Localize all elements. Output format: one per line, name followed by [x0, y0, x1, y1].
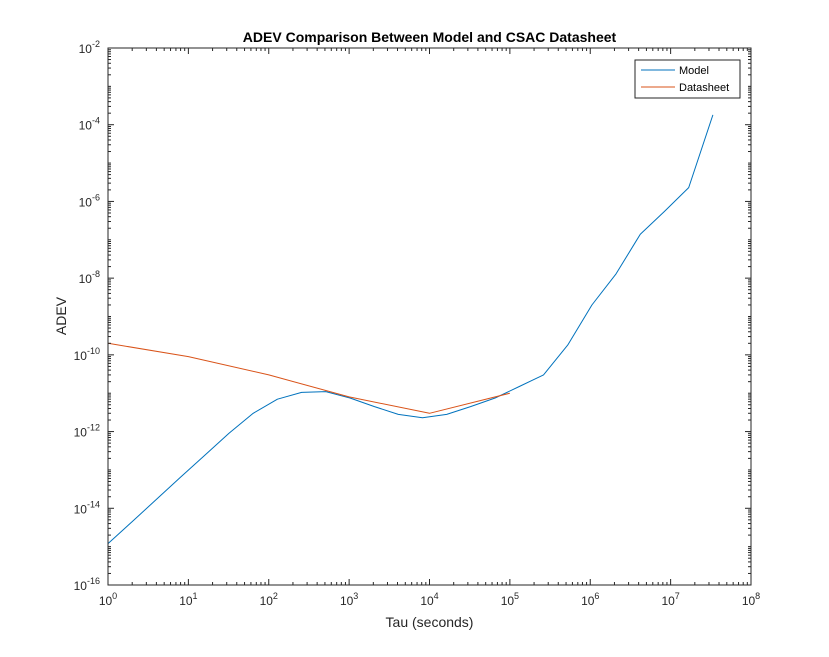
y-tick-exponent: -16: [87, 576, 100, 586]
y-tick-label: 10-6: [79, 192, 100, 209]
x-tick-exponent: 7: [675, 591, 680, 601]
x-tick-label: 102: [260, 591, 278, 608]
y-tick-base: 10: [79, 119, 93, 133]
x-tick-base: 10: [420, 594, 434, 608]
series-layer: [107, 114, 714, 544]
x-tick-exponent: 6: [594, 591, 599, 601]
legend-label-model: Model: [679, 65, 709, 77]
y-tick-label: 10-4: [79, 116, 100, 133]
x-tick-base: 10: [340, 594, 354, 608]
y-tick-exponent: -14: [87, 499, 100, 509]
x-tick-label: 100: [99, 591, 117, 608]
y-tick-base: 10: [74, 579, 88, 593]
x-tick-exponent: 3: [353, 591, 358, 601]
x-tick-label: 101: [179, 591, 197, 608]
x-tick-base: 10: [179, 594, 193, 608]
y-tick-label: 10-16: [74, 576, 100, 593]
x-tick-exponent: 0: [112, 591, 117, 601]
y-tick-exponent: -10: [87, 346, 100, 356]
y-axis-label: ADEV: [53, 296, 69, 335]
x-tick-label: 107: [661, 591, 679, 608]
x-axis-label: Tau (seconds): [386, 614, 474, 630]
y-tick-base: 10: [74, 426, 88, 440]
x-tick-base: 10: [260, 594, 274, 608]
series-line-model: [107, 114, 714, 544]
x-tick-base: 10: [742, 594, 756, 608]
y-tick-exponent: -4: [92, 116, 100, 126]
y-tick-label: 10-10: [74, 346, 100, 363]
x-tick-label: 103: [340, 591, 358, 608]
axes-box: [107, 47, 752, 586]
y-tick-label: 10-12: [74, 423, 100, 440]
legend-box: [634, 59, 741, 99]
y-tick-exponent: -12: [87, 423, 100, 433]
series-line-datasheet: [107, 342, 511, 414]
x-tick-exponent: 2: [273, 591, 278, 601]
y-tick-label: 10-14: [74, 499, 100, 516]
y-tick-exponent: -8: [92, 269, 100, 279]
x-tick-exponent: 4: [434, 591, 439, 601]
x-tick-exponent: 5: [514, 591, 519, 601]
plot-area: [108, 48, 751, 585]
x-tick-label: 108: [742, 591, 760, 608]
y-tick-exponent: -6: [92, 192, 100, 202]
y-tick-base: 10: [79, 42, 93, 56]
y-tick-base: 10: [74, 502, 88, 516]
legend-label-datasheet: Datasheet: [679, 82, 729, 94]
y-tick-exponent: -2: [92, 39, 100, 49]
x-tick-label: 105: [501, 591, 519, 608]
x-tick-base: 10: [661, 594, 675, 608]
x-tick-base: 10: [501, 594, 515, 608]
x-tick-exponent: 1: [193, 591, 198, 601]
x-tick-base: 10: [581, 594, 595, 608]
y-tick-base: 10: [74, 349, 88, 363]
y-tick-base: 10: [79, 272, 93, 286]
y-tick-label: 10-2: [79, 39, 100, 56]
legend: Model Datasheet: [634, 59, 741, 99]
chart-title: ADEV Comparison Between Model and CSAC D…: [243, 29, 617, 45]
x-tick-label: 106: [581, 591, 599, 608]
x-tick-label: 104: [420, 591, 438, 608]
y-tick-label: 10-8: [79, 269, 100, 286]
x-tick-exponent: 8: [755, 591, 760, 601]
x-tick-base: 10: [99, 594, 113, 608]
y-tick-base: 10: [79, 195, 93, 209]
